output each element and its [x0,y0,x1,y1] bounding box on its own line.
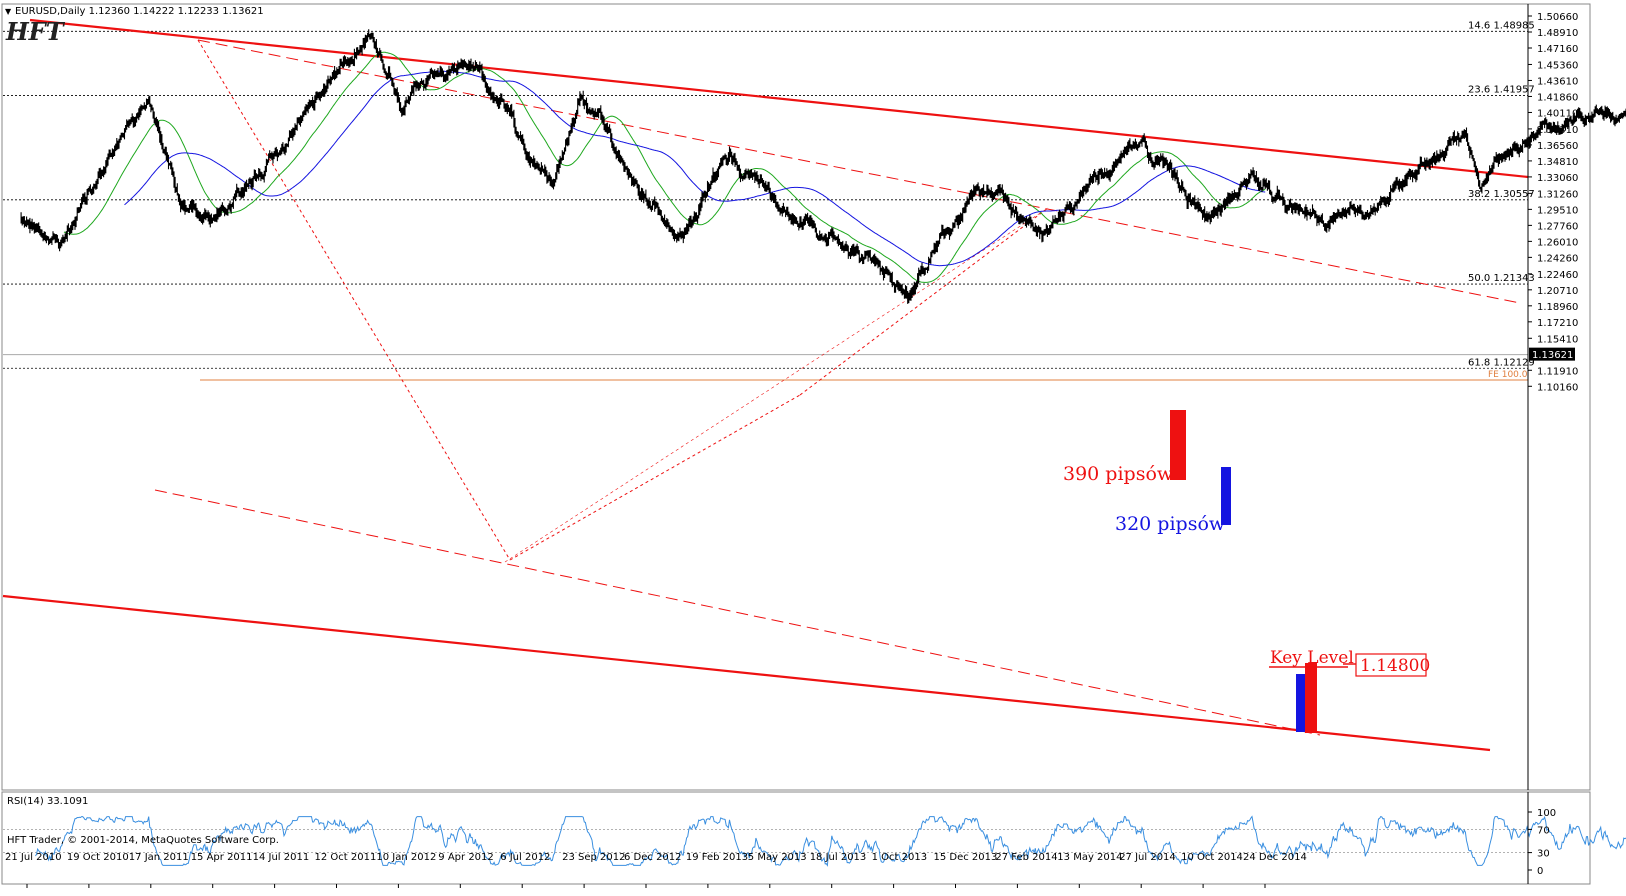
price-axis-label: 1.43610 [1537,76,1578,87]
current-price-tag [1529,347,1575,361]
time-axis-label: 18 Jul 2013 [810,852,867,863]
key-level-label: Key Level [1270,648,1354,668]
annotation-320-pips: 320 pipsów [1115,513,1226,535]
price-axis-label: 1.10160 [1537,382,1578,393]
time-axis-label: 19 Feb 2013 [686,852,748,863]
price-axis-label: 1.31260 [1537,189,1578,200]
price-bars [20,29,1626,304]
time-axis-label: 15 Apr 2011 [191,852,253,863]
time-axis-label: 6 Jul 2012 [500,852,550,863]
time-axis-label: 5 May 2013 [748,852,807,863]
rsi-axis-label: 70 [1537,825,1550,836]
rsi-axis-label: 100 [1537,808,1556,819]
time-axis-label: 10 Oct 2014 [1181,852,1243,863]
price-axis-label: 1.40110 [1537,108,1578,119]
move-box-blue [1221,467,1231,525]
price-axis-label: 1.20710 [1537,286,1578,297]
time-axis-label: 27 Jul 2014 [1119,852,1176,863]
price-axis-label: 1.41860 [1537,92,1578,103]
key-level-value-box [1355,653,1427,677]
rsi-panel: 100 70 30 0 [3,792,1626,884]
main-plot-border [1,3,1591,791]
time-axis: 21 Jul 2010 19 Oct 2010 17 Jan 2011 15 Apr … [5,852,1307,888]
price-axis-label: 1.11910 [1537,366,1578,377]
fe-level-label: FE 100.0 [1488,370,1528,380]
current-price-label: 1.13621 [1532,350,1573,361]
time-axis-label: 6 Dec 2012 [624,852,682,863]
swing-connector-4 [504,207,1049,563]
time-axis-label: 12 Oct 2011 [315,852,377,863]
price-axis-label: 1.36560 [1537,141,1578,152]
price-axis-label: 1.22460 [1537,270,1578,281]
price-axis-label: 1.34810 [1537,157,1578,168]
price-axis-label: 1.47160 [1537,44,1578,55]
price-axis-label: 1.48910 [1537,28,1578,39]
projection-box-red [1305,663,1317,733]
lower-channel-line [2,594,1491,752]
ma-fast-line [63,51,1266,283]
price-axis-label: 1.15410 [1537,334,1578,345]
rsi-label: RSI(14) 33.1091 [7,796,88,807]
fib-level-label: 61.8 1.12129 [1468,357,1535,368]
price-axis-label: 1.26010 [1537,237,1578,248]
fib-level-label: 38.2 1.30557 [1468,189,1535,200]
price-axis-label: 1.24260 [1537,253,1578,264]
time-axis-label: 19 Oct 2010 [67,852,129,863]
price-axis-label: 1.45360 [1537,60,1578,71]
rsi-axis-label: 30 [1537,849,1550,860]
price-axis-label: 1.29510 [1537,205,1578,216]
fib-level-label: 14.6 1.48985 [1468,20,1535,31]
rsi-plot-border [1,791,1591,885]
fib-level-label: 50.0 1.21343 [1468,273,1535,284]
time-axis-label: 24 Dec 2014 [1243,852,1307,863]
swing-connector-2 [509,394,801,561]
copyright-text: HFT Trader, © 2001-2014, MetaQuotes Soft… [7,835,279,846]
time-axis-label: 27 Feb 2014 [995,852,1057,863]
time-axis-label: 10 Jan 2012 [376,852,436,863]
broker-logo: HFT [5,17,66,46]
symbol-header: EURUSD,Daily 1.12360 1.14222 1.12233 1.1… [15,6,264,17]
projection-box-blue [1296,674,1305,732]
swing-connector-3 [799,207,1049,396]
lower-dashed-channel [154,489,1321,736]
price-series [20,29,1626,304]
time-axis-label: 13 May 2014 [1057,852,1122,863]
upper-channel-line [29,18,1529,179]
price-axis-label: 1.27760 [1537,221,1578,232]
price-axis-label: 1.38310 [1537,125,1578,136]
fibonacci-levels: 14.6 1.48985 23.6 1.41957 38.2 1.30557 50.0… [3,20,1535,381]
fib-level-label: 23.6 1.41957 [1468,85,1535,96]
pip-move-boxes [1170,410,1317,733]
time-axis-label: 14 Jul 2011 [253,852,310,863]
time-axis-label: 17 Jan 2011 [129,852,189,863]
key-level-value: 1.14800 [1360,656,1430,676]
price-axis-label: 1.17210 [1537,318,1578,329]
price-axis-label: 1.33060 [1537,173,1578,184]
price-axis: 1.50660 1.48910 1.47160 1.45360 1.43610 1.418… [1527,4,1578,790]
rsi-line [34,815,1626,867]
collapse-arrow-icon[interactable]: ▼ [5,7,12,16]
swing-connector-1 [197,39,511,561]
time-axis-label: 15 Dec 2013 [934,852,998,863]
time-axis-label: 1 Oct 2013 [872,852,927,863]
price-axis-label: 1.50660 [1537,12,1578,23]
time-axis-label: 9 Apr 2012 [438,852,493,863]
annotation-390-pips: 390 pipsów [1063,463,1174,485]
time-axis-label: 23 Sep 2012 [562,852,625,863]
move-box-red [1170,410,1186,480]
rsi-axis-label: 0 [1537,866,1543,877]
time-axis-label: 21 Jul 2010 [5,852,62,863]
price-axis-label: 1.18960 [1537,302,1578,313]
